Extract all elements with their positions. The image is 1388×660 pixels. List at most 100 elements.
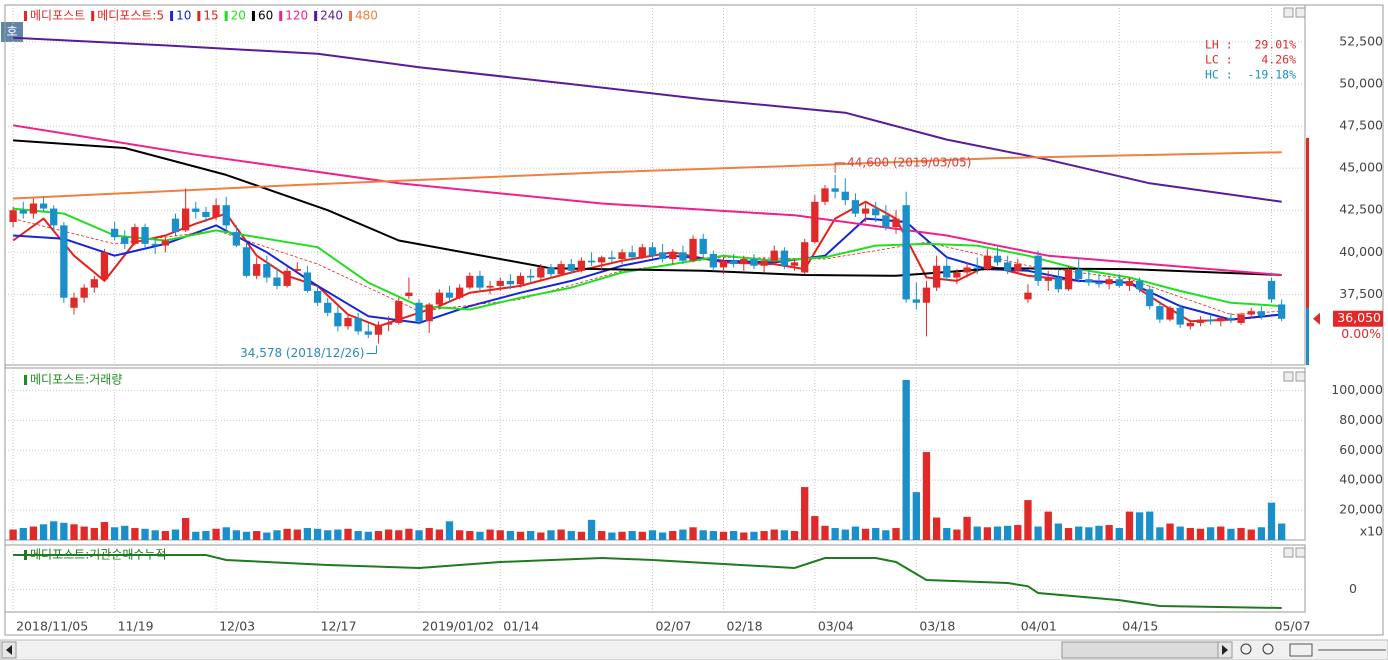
candle-body bbox=[983, 255, 992, 270]
volume-bar bbox=[669, 531, 677, 540]
zoom-out[interactable] bbox=[1240, 643, 1252, 655]
hoga-button-label[interactable]: 호 bbox=[6, 25, 17, 39]
candle-body bbox=[922, 287, 931, 303]
candle-body bbox=[608, 257, 616, 260]
candle-body bbox=[1044, 277, 1052, 281]
volume-bar bbox=[557, 529, 565, 540]
zoom-in[interactable] bbox=[1262, 643, 1274, 655]
volume-bar bbox=[841, 529, 849, 540]
candle-body bbox=[801, 242, 809, 273]
volume-bar bbox=[1206, 527, 1215, 540]
candle-body bbox=[151, 243, 159, 246]
volume-bar bbox=[760, 531, 768, 540]
legend-label: 60 bbox=[258, 9, 273, 23]
tool-button[interactable] bbox=[1289, 643, 1313, 657]
volume-bar bbox=[303, 528, 312, 540]
candle-body bbox=[669, 252, 677, 260]
candle-body bbox=[709, 253, 718, 268]
volume-bar bbox=[831, 528, 839, 540]
volume-bar bbox=[598, 531, 606, 540]
legend-swatch bbox=[170, 11, 174, 21]
volume-bar bbox=[19, 528, 27, 540]
legend-label: 15 bbox=[203, 9, 218, 23]
min-button[interactable] bbox=[1283, 371, 1294, 382]
candle-body bbox=[131, 227, 139, 244]
volume-bar bbox=[222, 527, 230, 540]
candle-body bbox=[1024, 292, 1032, 300]
candle-body bbox=[963, 267, 971, 273]
candle-body bbox=[821, 188, 829, 202]
volume-bar bbox=[435, 529, 444, 540]
volume-bar bbox=[577, 531, 586, 540]
candle-body bbox=[1135, 280, 1144, 290]
candle-body bbox=[1166, 307, 1174, 320]
unit-label: x10 bbox=[1360, 524, 1383, 539]
candle-body bbox=[232, 232, 241, 246]
close-button[interactable] bbox=[1295, 371, 1306, 382]
close-button[interactable] bbox=[1295, 7, 1306, 18]
volume-bar bbox=[537, 532, 545, 540]
candle-body bbox=[831, 188, 839, 192]
min-button[interactable] bbox=[1283, 547, 1294, 558]
candle-body bbox=[577, 260, 586, 271]
candle-body bbox=[1156, 306, 1164, 320]
y-tick-label: 20,000 bbox=[1339, 502, 1383, 517]
volume-bar bbox=[29, 526, 38, 540]
legend-label: 120 bbox=[285, 9, 308, 23]
x-tick-label: 2019/01/02 bbox=[422, 619, 494, 634]
candle-body bbox=[110, 228, 119, 238]
volume-bar bbox=[527, 531, 535, 540]
scroll-thumb[interactable] bbox=[1061, 641, 1223, 659]
volume-bar bbox=[212, 528, 220, 540]
close-button[interactable] bbox=[1295, 547, 1306, 558]
candle-body bbox=[334, 312, 342, 327]
candle-body bbox=[181, 208, 190, 231]
legend-swatch bbox=[24, 550, 27, 560]
moving-average-line bbox=[13, 151, 1282, 200]
candle-body bbox=[1115, 279, 1123, 286]
y-tick-label: 40,000 bbox=[1339, 472, 1383, 487]
candle-body bbox=[760, 260, 768, 266]
last-price-label: 36,050 bbox=[1337, 310, 1381, 325]
volume-bar bbox=[374, 531, 383, 540]
legend-swatch bbox=[24, 375, 27, 385]
candle-body bbox=[222, 205, 230, 226]
volume-bar bbox=[1257, 527, 1266, 540]
volume-bar bbox=[1146, 511, 1154, 540]
volume-bar bbox=[50, 521, 58, 540]
x-tick-label: 04/01 bbox=[1021, 619, 1057, 634]
candle-body bbox=[1064, 269, 1073, 290]
candle-body bbox=[628, 252, 636, 258]
volume-bar bbox=[932, 517, 941, 540]
hoga-button[interactable] bbox=[1, 22, 23, 42]
legend-swatch bbox=[24, 11, 27, 21]
candle-body bbox=[364, 331, 372, 335]
volume-bar bbox=[851, 526, 860, 540]
volume-bar bbox=[1186, 528, 1194, 540]
volume-bar bbox=[770, 529, 778, 540]
arrow-left bbox=[6, 645, 12, 655]
volume-bar bbox=[141, 528, 149, 540]
annotation-text: 44,600 (2019/03/05) bbox=[847, 155, 971, 169]
candle-body bbox=[1257, 311, 1266, 317]
volume-bar bbox=[902, 379, 910, 540]
candle-body bbox=[1146, 289, 1154, 307]
legend-swatch bbox=[349, 11, 353, 21]
volume-bar bbox=[963, 516, 971, 540]
volume-bar bbox=[587, 519, 596, 540]
candle-body bbox=[344, 317, 352, 327]
volume-bar bbox=[445, 521, 454, 540]
candle-body bbox=[384, 322, 393, 325]
last-price-box bbox=[1333, 310, 1383, 327]
candle-body bbox=[19, 210, 27, 214]
volume-bar bbox=[1115, 528, 1123, 540]
moving-average-line bbox=[13, 36, 1282, 203]
volume-bar bbox=[882, 530, 890, 540]
candle-body bbox=[70, 297, 78, 308]
candle-body bbox=[1278, 304, 1286, 319]
volume-bar bbox=[719, 531, 728, 540]
x-tick-label: 02/18 bbox=[727, 619, 763, 634]
min-button[interactable] bbox=[1283, 7, 1294, 18]
